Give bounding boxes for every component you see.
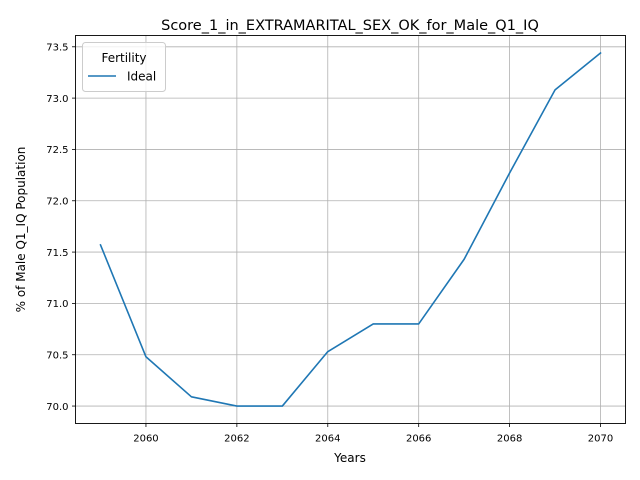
legend-box: [82, 42, 166, 92]
data-point: [417, 323, 419, 325]
data-point: [190, 396, 192, 398]
x-tick-label: 2068: [497, 434, 522, 445]
axes: 2060 2062 2064 2066 2068 2070 70.0 70.5 71.0 71.5…: [46, 43, 613, 445]
y-axis-label: % of Male Q1_IQ Population: [14, 147, 28, 313]
data-point: [372, 323, 374, 325]
data-point: [599, 52, 601, 54]
data-point: [508, 172, 510, 174]
y-tick-label: 73.5: [46, 43, 68, 54]
y-tick-label: 72.5: [46, 145, 68, 156]
x-tick-label: 2062: [224, 434, 249, 445]
data-point: [327, 350, 329, 352]
y-tick-label: 70.5: [46, 351, 68, 362]
data-point: [463, 258, 465, 260]
series-layer: [99, 51, 602, 407]
y-tick-label: 71.0: [46, 299, 68, 310]
x-axis-label: Years: [333, 451, 366, 465]
x-tick-label: 2070: [588, 434, 613, 445]
plot-frame: [75, 35, 626, 424]
y-tick-label: 73.0: [46, 94, 68, 105]
y-tick-label: 72.0: [46, 197, 68, 208]
x-tick-label: 2060: [133, 434, 158, 445]
data-point: [99, 244, 101, 246]
legend-title: Fertility: [101, 51, 146, 65]
x-tick-label: 2064: [315, 434, 340, 445]
legend: Fertility Ideal: [82, 42, 166, 92]
chart-title: Score_1_in_EXTRAMARITAL_SEX_OK_for_Male_…: [161, 18, 539, 34]
data-point: [236, 405, 238, 407]
series-line-ideal: [99, 51, 602, 407]
y-tick-label: 70.0: [46, 402, 68, 413]
grid-lines: [75, 35, 626, 424]
data-point: [145, 356, 147, 358]
data-point: [554, 89, 556, 91]
y-tick-label: 71.5: [46, 248, 68, 259]
legend-label-ideal: Ideal: [127, 70, 156, 84]
data-point: [281, 405, 283, 407]
x-tick-label: 2066: [406, 434, 431, 445]
